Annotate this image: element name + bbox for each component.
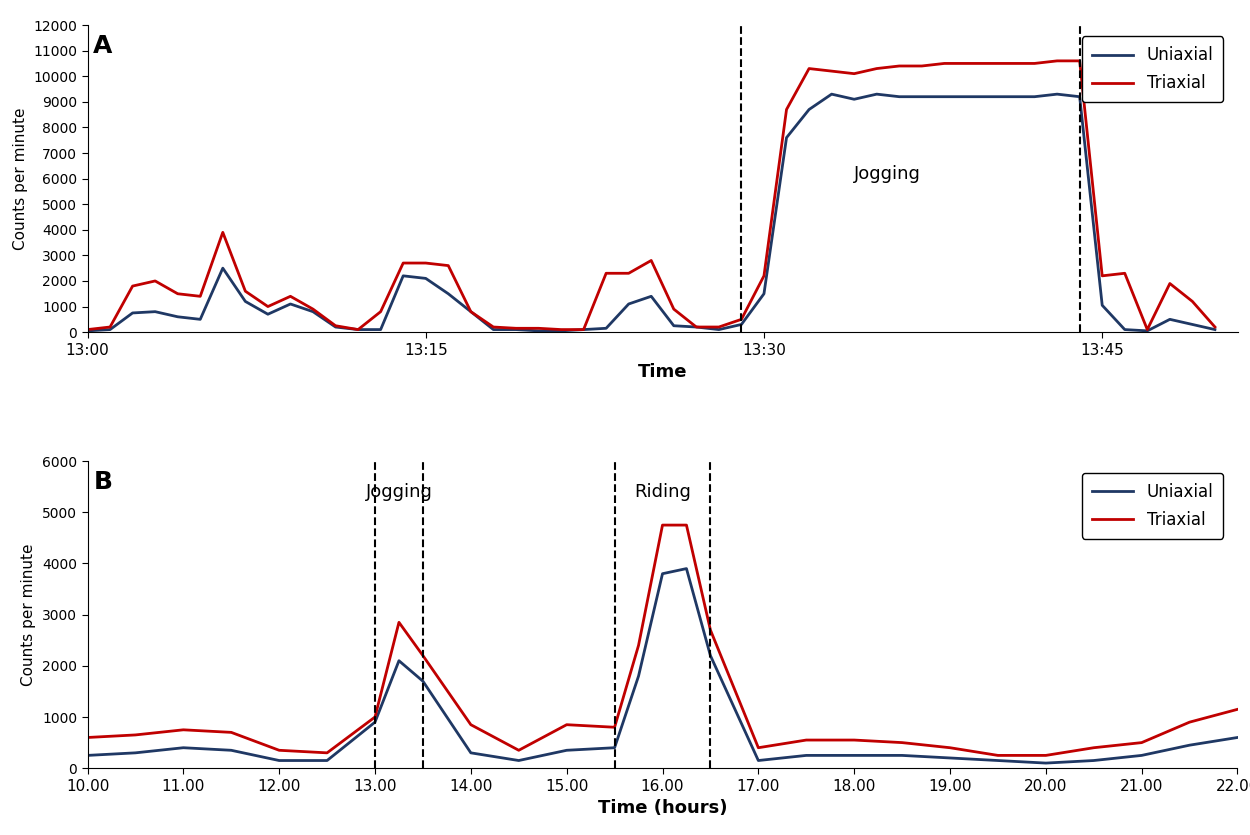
Uniaxial bbox=[608, 742, 622, 752]
Triaxial bbox=[679, 520, 694, 530]
Uniaxial bbox=[80, 326, 95, 336]
Y-axis label: Counts per minute: Counts per minute bbox=[21, 544, 36, 686]
Triaxial bbox=[1182, 717, 1198, 727]
Legend: Uniaxial, Triaxial: Uniaxial, Triaxial bbox=[1081, 37, 1224, 103]
Triaxial bbox=[1086, 742, 1101, 752]
Triaxial bbox=[631, 640, 646, 650]
Uniaxial bbox=[224, 746, 239, 756]
Uniaxial bbox=[1182, 740, 1198, 750]
Uniaxial bbox=[703, 650, 718, 660]
Triaxial bbox=[1230, 705, 1245, 715]
Uniaxial bbox=[655, 569, 670, 579]
Line: Uniaxial: Uniaxial bbox=[88, 569, 1238, 763]
Uniaxial bbox=[824, 89, 839, 99]
Uniaxial bbox=[1185, 320, 1200, 330]
Uniaxial bbox=[271, 756, 286, 766]
Uniaxial bbox=[679, 564, 694, 574]
Line: Uniaxial: Uniaxial bbox=[88, 94, 1215, 331]
Text: A: A bbox=[94, 34, 112, 58]
Line: Triaxial: Triaxial bbox=[88, 61, 1215, 330]
Triaxial bbox=[1050, 56, 1065, 66]
Uniaxial bbox=[80, 751, 95, 761]
Uniaxial bbox=[320, 756, 335, 766]
Uniaxial bbox=[1230, 732, 1245, 742]
Uniaxial bbox=[799, 751, 814, 761]
Triaxial bbox=[271, 746, 286, 756]
Triaxial bbox=[368, 712, 382, 722]
X-axis label: Time (hours): Time (hours) bbox=[598, 799, 728, 817]
Uniaxial bbox=[328, 322, 342, 332]
Uniaxial bbox=[559, 746, 574, 756]
Uniaxial bbox=[846, 94, 861, 104]
Triaxial bbox=[80, 325, 95, 335]
Triaxial bbox=[320, 748, 335, 758]
Uniaxial bbox=[895, 751, 910, 761]
Triaxial bbox=[559, 720, 574, 730]
Triaxial bbox=[1185, 296, 1200, 306]
Text: Riding: Riding bbox=[634, 483, 691, 501]
Uniaxial bbox=[1039, 758, 1054, 768]
Triaxial bbox=[415, 650, 430, 660]
Uniaxial bbox=[846, 751, 861, 761]
X-axis label: Time: Time bbox=[638, 363, 688, 381]
Triaxial bbox=[942, 742, 958, 752]
Triaxial bbox=[846, 735, 861, 745]
Uniaxial bbox=[990, 756, 1005, 766]
Text: Jogging: Jogging bbox=[854, 164, 921, 183]
Uniaxial bbox=[914, 92, 929, 102]
Triaxial bbox=[824, 66, 839, 76]
Triaxial bbox=[328, 321, 342, 331]
Triaxial bbox=[895, 737, 910, 747]
Uniaxial bbox=[419, 273, 434, 283]
Text: B: B bbox=[94, 470, 112, 494]
Legend: Uniaxial, Triaxial: Uniaxial, Triaxial bbox=[1081, 473, 1224, 539]
Uniaxial bbox=[511, 756, 526, 766]
Triaxial bbox=[224, 727, 239, 737]
Uniaxial bbox=[415, 676, 430, 686]
Text: Jogging: Jogging bbox=[365, 483, 432, 501]
Uniaxial bbox=[176, 742, 191, 752]
Uniaxial bbox=[1134, 751, 1149, 761]
Triaxial bbox=[1134, 737, 1149, 747]
Triaxial bbox=[608, 722, 622, 732]
Uniaxial bbox=[631, 671, 646, 681]
Y-axis label: Counts per minute: Counts per minute bbox=[12, 108, 28, 250]
Triaxial bbox=[1208, 322, 1222, 332]
Uniaxial bbox=[1086, 756, 1101, 766]
Uniaxial bbox=[464, 748, 479, 758]
Triaxial bbox=[799, 735, 814, 745]
Triaxial bbox=[1039, 751, 1054, 761]
Uniaxial bbox=[942, 753, 958, 763]
Uniaxial bbox=[751, 756, 766, 766]
Triaxial bbox=[176, 725, 191, 735]
Uniaxial bbox=[368, 717, 382, 727]
Uniaxial bbox=[1208, 325, 1222, 335]
Uniaxial bbox=[391, 655, 406, 665]
Triaxial bbox=[703, 625, 718, 635]
Uniaxial bbox=[441, 289, 456, 299]
Line: Triaxial: Triaxial bbox=[88, 525, 1238, 756]
Triaxial bbox=[990, 751, 1005, 761]
Triaxial bbox=[655, 520, 670, 530]
Triaxial bbox=[441, 261, 456, 271]
Triaxial bbox=[80, 732, 95, 742]
Triaxial bbox=[464, 720, 479, 730]
Triaxial bbox=[419, 258, 434, 268]
Uniaxial bbox=[127, 748, 142, 758]
Triaxial bbox=[391, 617, 406, 627]
Triaxial bbox=[751, 742, 766, 752]
Triaxial bbox=[891, 61, 906, 71]
Triaxial bbox=[511, 746, 526, 756]
Triaxial bbox=[127, 730, 142, 740]
